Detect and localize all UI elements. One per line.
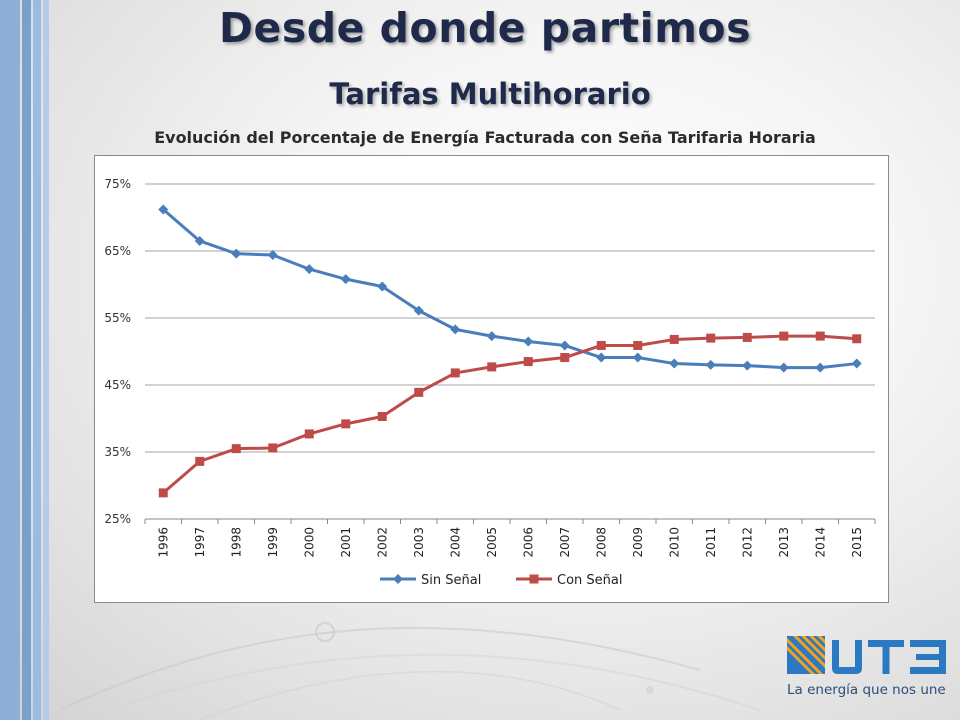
data-point-marker: [377, 411, 387, 421]
x-tick-label: 2011: [704, 527, 718, 558]
data-point-marker: [742, 360, 753, 371]
x-tick-label: 2009: [631, 527, 645, 558]
x-tick-label: 1996: [156, 527, 170, 558]
legend: Sin Señal Con Señal: [380, 573, 622, 588]
y-tick-label: 75%: [104, 177, 131, 191]
data-point-marker: [304, 264, 315, 275]
chart-heading: Evolución del Porcentaje de Energía Fact…: [154, 128, 816, 147]
legend-marker: [393, 574, 403, 584]
data-point-marker: [450, 324, 461, 335]
data-point-marker: [377, 281, 388, 292]
slide-subtitle: Tarifas Multihorario: [329, 77, 651, 111]
x-tick-label: 2001: [339, 527, 353, 558]
x-tick-label: 2000: [302, 527, 316, 558]
series-line-con-senal: [162, 334, 857, 495]
y-tick-label: 35%: [104, 445, 131, 459]
gridlines: [145, 183, 875, 520]
left-stripes-decoration: [0, 0, 60, 720]
data-point-marker: [851, 358, 862, 369]
data-point-marker: [268, 443, 278, 453]
chart-svg: 75% 65% 55% 45% 35% 25% 1996 1997 1998 1999 2000 20…: [104, 177, 876, 588]
data-point-marker: [267, 250, 278, 261]
data-point-marker: [779, 331, 789, 341]
data-point-marker: [852, 334, 862, 344]
x-tick-label: 2005: [485, 527, 499, 558]
ute-logo: [786, 632, 951, 702]
data-point-marker: [815, 331, 825, 341]
y-tick-label: 45%: [104, 378, 131, 392]
data-point-marker: [596, 352, 607, 363]
data-point-marker: [523, 357, 533, 367]
x-tick-label: 2013: [777, 527, 791, 558]
stripe: [22, 0, 31, 720]
legend-marker: [529, 574, 539, 584]
legend-label: Con Señal: [557, 573, 622, 588]
x-tick-label: 2012: [740, 527, 754, 558]
data-point-marker: [596, 340, 606, 350]
x-tick-label: 1998: [229, 527, 243, 558]
x-tick-label: 2003: [412, 527, 426, 558]
stripe: [0, 0, 20, 720]
data-point-marker: [413, 305, 424, 316]
stripe: [33, 0, 41, 720]
data-point-marker: [231, 248, 242, 259]
logo-tagline: La energía que nos une: [787, 682, 946, 698]
background-swirls: [59, 622, 761, 720]
x-tick-label: 2004: [448, 527, 462, 558]
y-tick-label: 65%: [104, 244, 131, 258]
data-point-marker: [194, 235, 205, 246]
line-chart: 75% 65% 55% 45% 35% 25% 1996 1997 1998 1999 2000 20…: [94, 155, 889, 603]
data-point-marker: [487, 362, 497, 372]
series-line-sin-senal: [162, 208, 857, 370]
y-tick-label: 55%: [104, 311, 131, 325]
x-tick-label: 2008: [594, 527, 608, 558]
x-tick-label: 2007: [558, 527, 572, 558]
data-point-marker: [705, 359, 716, 370]
data-point-marker: [414, 387, 424, 397]
data-point-marker: [341, 419, 351, 429]
data-point-marker: [486, 331, 497, 342]
legend-label: Sin Señal: [421, 573, 481, 588]
data-point-marker: [304, 429, 314, 439]
data-point-marker: [231, 444, 241, 454]
x-tick-label: 2014: [813, 527, 827, 558]
data-point-marker: [158, 204, 169, 215]
ute-logo-graphic: [787, 636, 946, 674]
data-point-marker: [669, 358, 680, 369]
x-tick-label: 2015: [850, 527, 864, 558]
data-point-marker: [815, 362, 826, 373]
x-tick-label: 2010: [667, 527, 681, 558]
data-point-marker: [633, 340, 643, 350]
axes: 75% 65% 55% 45% 35% 25% 1996 1997 1998 1999 2000 20…: [104, 177, 876, 558]
data-point-marker: [158, 488, 168, 498]
data-point-marker: [559, 340, 570, 351]
data-point-marker: [340, 274, 351, 285]
data-point-marker: [195, 456, 205, 466]
x-tick-label: 2002: [375, 527, 389, 558]
data-point-marker: [706, 333, 716, 343]
data-point-marker: [632, 352, 643, 363]
data-point-marker: [742, 332, 752, 342]
x-tick-label: 1997: [193, 527, 207, 558]
data-point-marker: [669, 334, 679, 344]
data-point-marker: [523, 336, 534, 347]
stripe: [43, 0, 49, 720]
x-tick-label: 1999: [266, 527, 280, 558]
series-lines: [158, 204, 862, 498]
data-point-marker: [560, 353, 570, 363]
data-point-marker: [450, 368, 460, 378]
y-tick-label: 25%: [104, 512, 131, 526]
slide-title: Desde donde partimos: [219, 4, 751, 52]
data-point-marker: [778, 362, 789, 373]
x-tick-label: 2006: [521, 527, 535, 558]
